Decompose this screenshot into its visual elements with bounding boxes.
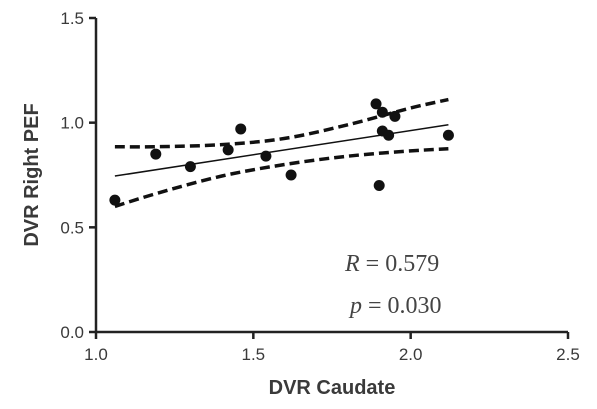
data-point	[222, 144, 234, 156]
data-point	[376, 106, 388, 118]
x-axis-title: DVR Caudate	[269, 377, 396, 399]
x-tick-label: 2.5	[556, 345, 580, 364]
y-axis-title: DVR Right PEF	[21, 103, 43, 246]
x-axis: 1.0 1.5 2.0 2.5 DVR Caudate	[84, 330, 580, 399]
y-tick-label: 1.5	[60, 9, 84, 28]
data-point	[370, 98, 382, 110]
p-statistic: p = 0.030	[348, 293, 442, 319]
data-point	[389, 110, 401, 122]
data-point	[109, 194, 121, 206]
data-point	[373, 179, 385, 191]
r-statistic: R = 0.579	[344, 251, 439, 277]
data-point	[235, 123, 247, 135]
data-point	[442, 129, 454, 141]
stats-annotation: R = 0.579 p = 0.030	[344, 251, 442, 319]
data-points	[109, 98, 454, 206]
data-point	[383, 129, 395, 141]
data-point	[184, 161, 196, 173]
x-tick-label: 1.0	[84, 345, 108, 364]
data-point	[150, 148, 162, 160]
y-tick-label: 0.5	[60, 218, 84, 237]
x-tick-label: 2.0	[399, 345, 423, 364]
confidence-band-lower	[114, 147, 449, 209]
x-tick-label: 1.5	[242, 345, 266, 364]
plot-area	[109, 97, 454, 209]
confidence-band-upper	[114, 97, 449, 149]
y-axis-ticks: 0.0 0.5 1.0 1.5	[60, 9, 96, 342]
x-axis-ticks: 1.0 1.5 2.0 2.5	[84, 332, 580, 364]
data-point	[260, 150, 272, 162]
y-tick-label: 0.0	[60, 323, 84, 342]
data-point	[285, 169, 297, 181]
y-tick-label: 1.0	[60, 114, 84, 133]
y-axis: 0.0 0.5 1.0 1.5 DVR Right PEF	[21, 9, 98, 342]
